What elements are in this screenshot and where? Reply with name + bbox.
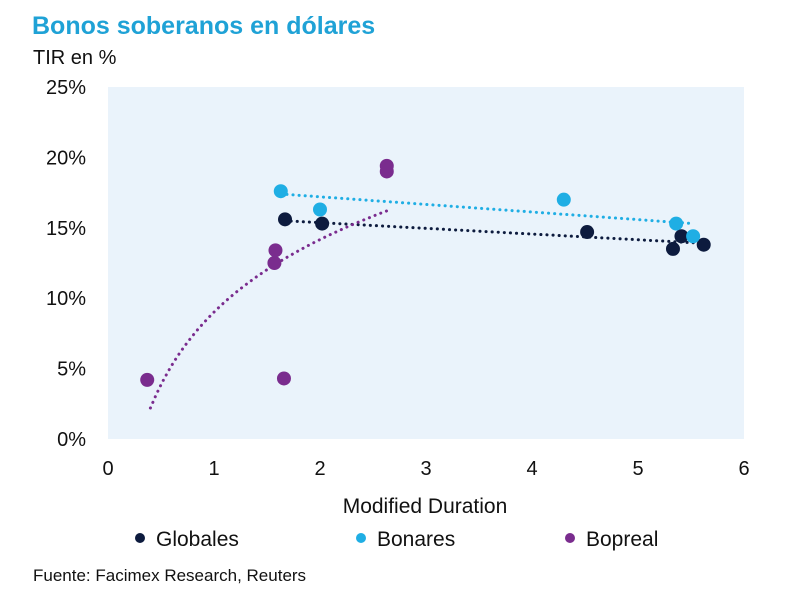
data-point-globales bbox=[696, 237, 711, 252]
y-tick-label: 5% bbox=[57, 359, 86, 381]
data-point-globales bbox=[278, 212, 293, 227]
x-tick-label: 1 bbox=[208, 458, 219, 480]
y-tick-label: 25% bbox=[46, 77, 86, 99]
data-point-globales bbox=[580, 225, 595, 240]
data-point-bopreal bbox=[268, 243, 283, 258]
x-tick-label: 6 bbox=[738, 458, 749, 480]
x-tick-label: 0 bbox=[102, 458, 113, 480]
trendline-bopreal bbox=[148, 209, 389, 410]
legend-marker-bonares bbox=[356, 533, 366, 543]
trendline-bonares bbox=[279, 192, 695, 226]
data-point-bopreal bbox=[379, 158, 394, 173]
data-point-globales bbox=[665, 241, 680, 256]
source-note: Fuente: Facimex Research, Reuters bbox=[33, 566, 307, 585]
data-point-globales bbox=[315, 216, 330, 231]
x-tick-label: 5 bbox=[632, 458, 643, 480]
plot-area bbox=[108, 87, 744, 439]
y-tick-label: 15% bbox=[46, 218, 86, 240]
data-point-globales bbox=[674, 229, 689, 244]
legend-marker-bopreal bbox=[565, 533, 575, 543]
data-point-bopreal bbox=[267, 256, 282, 270]
data-point-bonares bbox=[669, 216, 684, 231]
data-point-bonares bbox=[686, 229, 701, 244]
chart-title: Bonos soberanos en dólares bbox=[32, 12, 376, 40]
data-point-bopreal bbox=[140, 372, 155, 387]
y-tick-label: 0% bbox=[57, 429, 86, 451]
x-tick-label: 4 bbox=[526, 458, 537, 480]
y-tick-label: 10% bbox=[46, 288, 86, 310]
data-point-bonares bbox=[313, 202, 327, 217]
legend-label-bonares: Bonares bbox=[377, 528, 455, 551]
legend-marker-globales bbox=[135, 533, 145, 543]
x-axis-label: Modified Duration bbox=[343, 495, 508, 518]
data-point-bopreal bbox=[276, 371, 291, 386]
legend-label-bopreal: Bopreal bbox=[586, 528, 658, 551]
y-tick-label: 20% bbox=[46, 147, 86, 169]
data-point-bonares bbox=[556, 192, 571, 207]
data-point-bonares bbox=[273, 184, 288, 199]
legend-label-globales: Globales bbox=[156, 528, 239, 551]
y-axis-unit-label: TIR en % bbox=[33, 47, 117, 69]
x-tick-label: 3 bbox=[420, 458, 431, 480]
x-tick-label: 2 bbox=[314, 458, 325, 480]
